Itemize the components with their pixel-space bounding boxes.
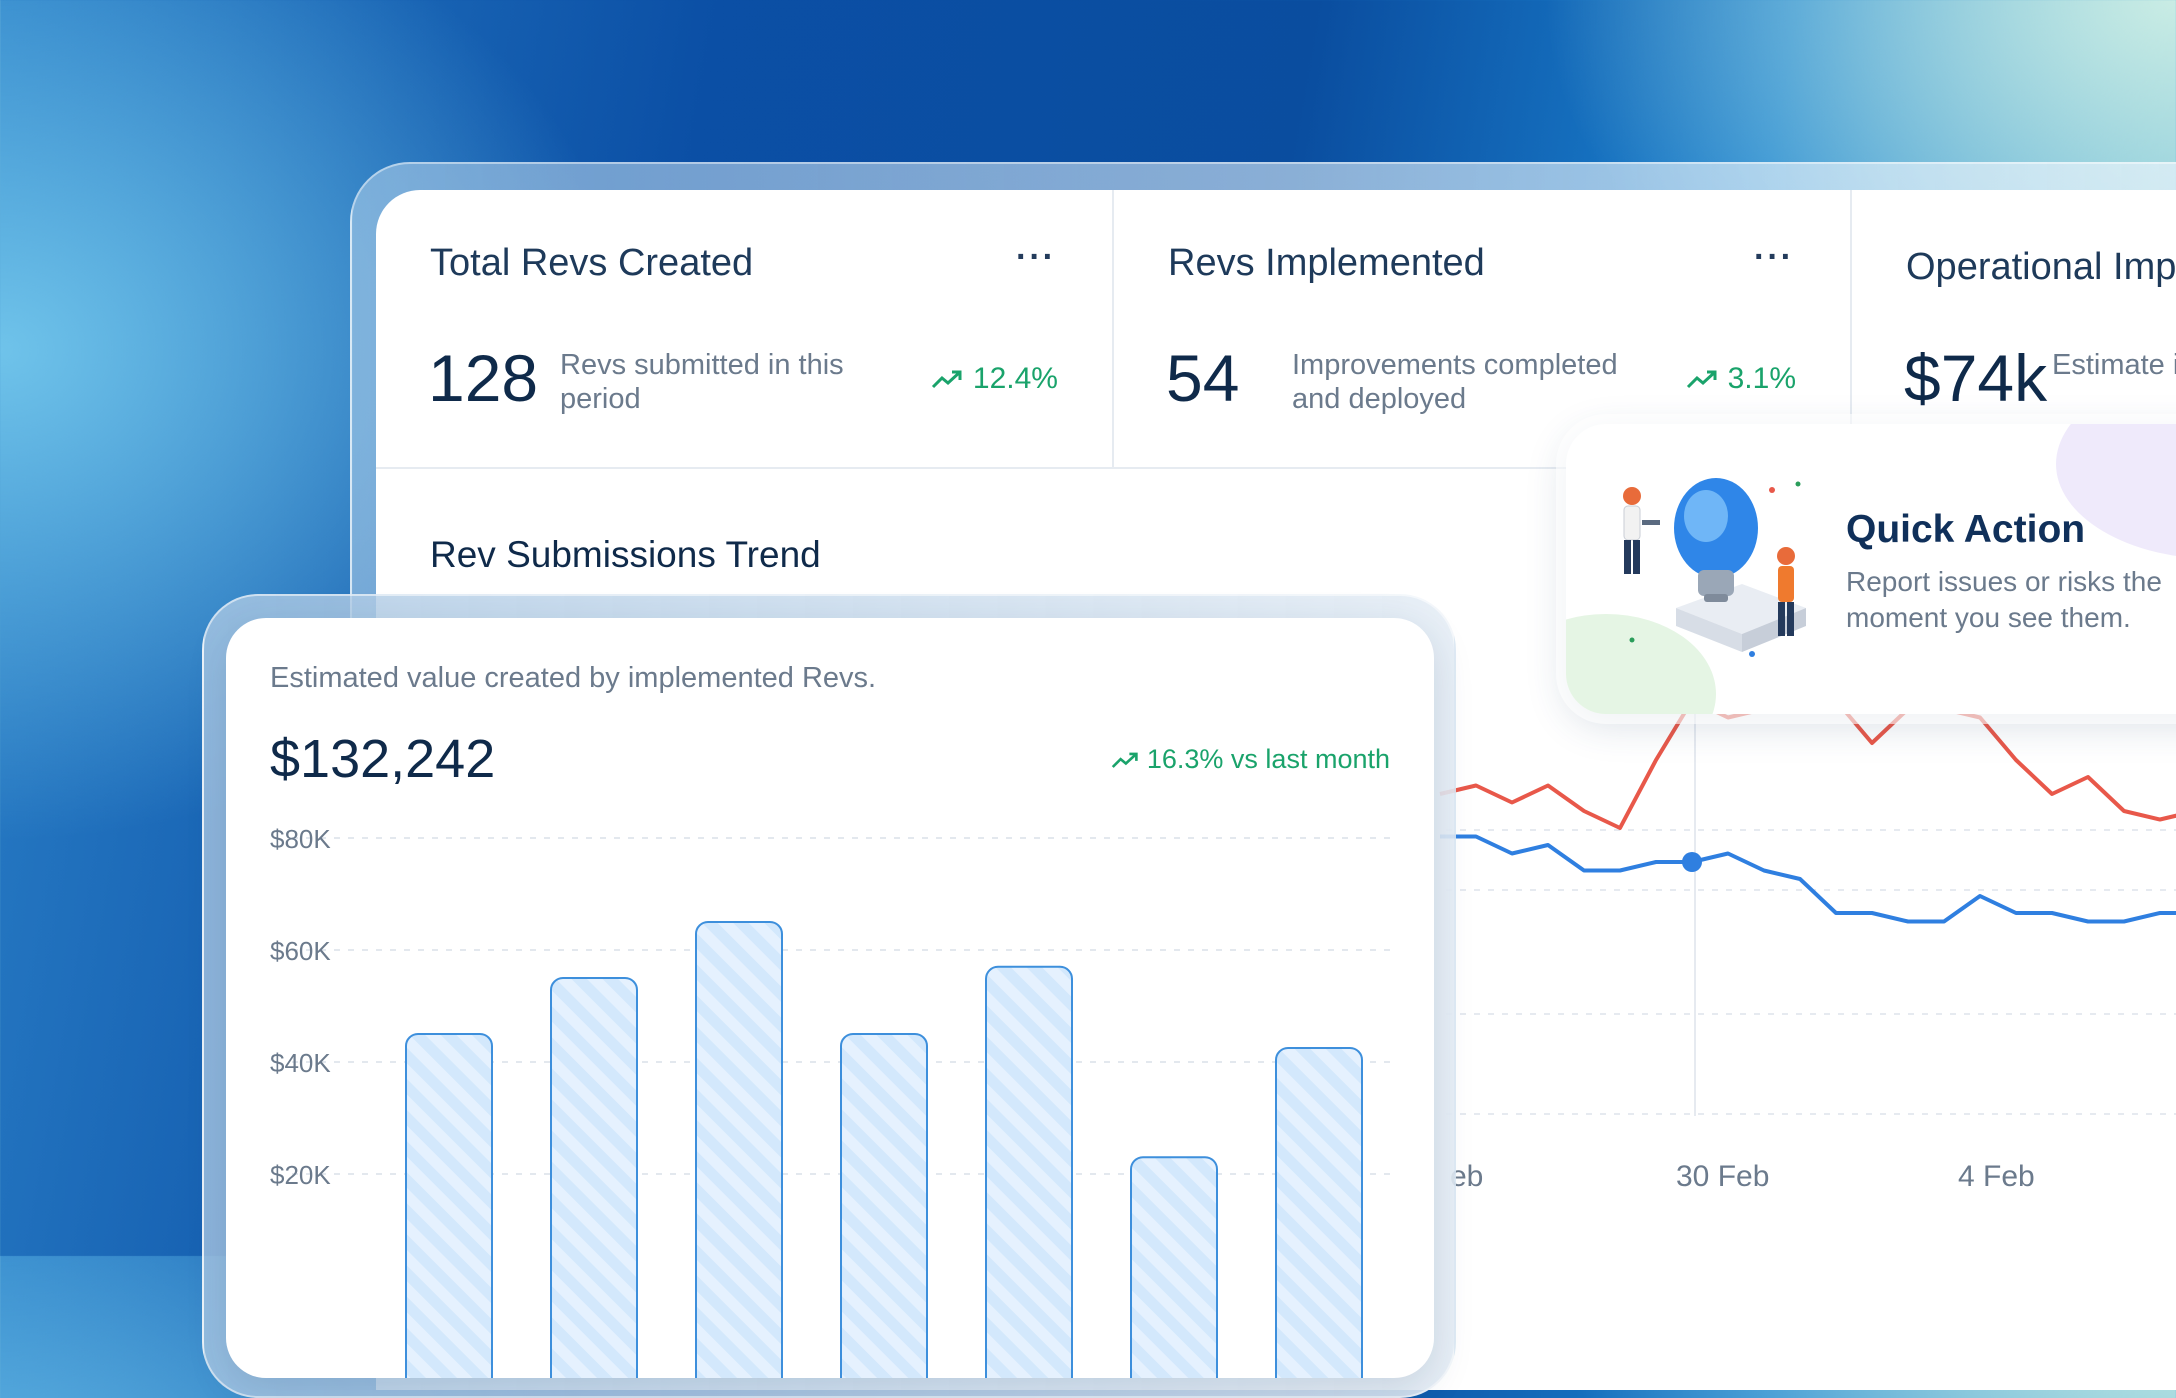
bar[interactable] — [550, 977, 638, 1378]
trend-value: 3.1% — [1727, 362, 1796, 395]
trend-badge: 3.1% — [1686, 362, 1796, 396]
bar[interactable] — [1130, 1156, 1218, 1378]
quick-action-title: Quick Action — [1846, 508, 2086, 551]
value-card-total: $132,242 — [270, 729, 496, 789]
stat-title: Operational Impa — [1906, 246, 2176, 288]
trend-badge: 16.3% vs last month — [1111, 744, 1390, 775]
trend-value: 16.3% vs last month — [1146, 744, 1390, 774]
stat-card-revs-implemented: Revs Implemented ··· 54 Improvements com… — [1114, 190, 1852, 469]
more-options-icon[interactable]: ··· — [1016, 238, 1056, 276]
stat-description: Estimate impleme — [2052, 349, 2176, 381]
trend-up-icon — [931, 370, 962, 389]
highlight-point[interactable] — [1682, 852, 1702, 872]
stat-value: 128 — [428, 341, 539, 415]
stat-card-total-revs: Total Revs Created ··· 128 Revs submitte… — [376, 190, 1114, 469]
stat-title: Revs Implemented — [1168, 242, 1485, 284]
stat-card-operational-impact: Operational Impa $74k Estimate impleme — [1852, 190, 2176, 469]
series-line-red — [1439, 698, 2176, 830]
bar[interactable] — [840, 1033, 928, 1378]
quick-action-description: Report issues or risks the moment you se… — [1846, 566, 2162, 633]
trend-chart-title: Rev Submissions Trend — [430, 534, 821, 575]
trend-up-icon — [1686, 370, 1717, 389]
value-card: Estimated value created by implemented R… — [226, 618, 1434, 1378]
trend-line-chart: eb 30 Feb 4 Feb — [1439, 690, 2176, 1193]
value-bar-chart: $80K $60K $40K $20K — [270, 824, 1390, 1378]
stat-description: Improvements completed and deployed — [1292, 349, 1618, 415]
y-tick-label: $20K — [270, 1160, 331, 1190]
y-tick-label: $80K — [270, 824, 331, 854]
more-options-icon[interactable]: ··· — [1754, 238, 1794, 276]
x-tick-label: 4 Feb — [1958, 1160, 2035, 1193]
bar[interactable] — [695, 921, 783, 1378]
value-card-subtitle: Estimated value created by implemented R… — [270, 662, 877, 694]
trend-badge: 12.4% — [931, 362, 1058, 396]
quick-action-card[interactable]: Quick Action Report issues or risks the … — [1566, 424, 2176, 714]
stat-description: Revs submitted in this period — [560, 349, 844, 415]
quick-action-illustration — [1566, 424, 2176, 714]
stat-value: 54 — [1166, 341, 1240, 415]
y-tick-label: $60K — [270, 936, 331, 966]
y-tick-label: $40K — [270, 1048, 331, 1078]
bar[interactable] — [1275, 1047, 1363, 1378]
series-line-blue — [1440, 834, 2176, 924]
bar[interactable] — [405, 1033, 493, 1378]
bar[interactable] — [985, 965, 1073, 1378]
trend-value: 12.4% — [972, 362, 1058, 395]
x-tick-label: 30 Feb — [1676, 1160, 1769, 1193]
stat-value: $74k — [1904, 341, 2048, 415]
trend-up-icon — [1111, 752, 1138, 768]
stat-title: Total Revs Created — [430, 242, 754, 284]
